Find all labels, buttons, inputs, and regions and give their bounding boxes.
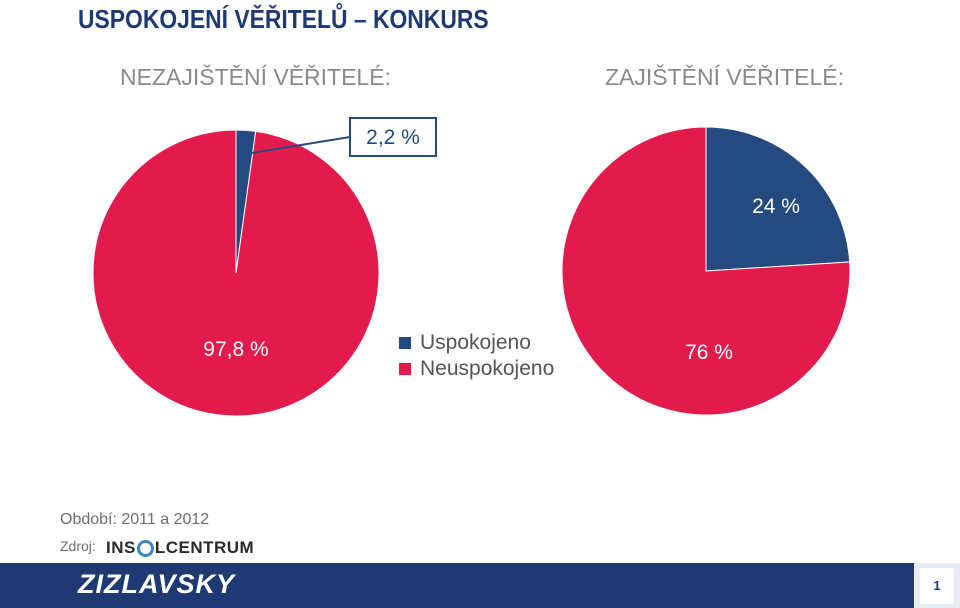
source-label: Zdroj: bbox=[60, 538, 96, 554]
pie-slice-uspokojeno bbox=[705, 126, 851, 272]
pie-chart-secured: 24 % 76 % bbox=[561, 126, 851, 416]
pie-slice-neuspokojeno bbox=[92, 129, 380, 417]
legend-label-uspokojeno: Uspokojeno bbox=[420, 331, 531, 354]
legend: Uspokojeno Neuspokojeno bbox=[398, 330, 554, 382]
legend-swatch-uspokojeno bbox=[398, 336, 412, 350]
logo-suffix: LCENTRUM bbox=[154, 538, 255, 557]
pie-slice-neuspokojeno bbox=[561, 126, 851, 416]
insolcentrum-logo: INS LCENTRUM bbox=[106, 538, 254, 558]
period-text: Období: 2011 a 2012 bbox=[60, 511, 210, 528]
data-label-uspokojeno: 2,2 % bbox=[366, 126, 420, 149]
data-label-neuspokojeno: 97,8 % bbox=[203, 338, 268, 361]
pie-chart-unsecured: 97,8 % 2,2 % bbox=[92, 117, 437, 417]
footer-bar bbox=[0, 563, 960, 608]
data-label-uspokojeno: 24 % bbox=[752, 195, 800, 218]
chart-title-unsecured: NEZAJIŠTĚNÍ VĚŘITELÉ: bbox=[120, 64, 391, 90]
legend-item-neuspokojeno: Neuspokojeno bbox=[398, 356, 554, 382]
data-label-neuspokojeno: 76 % bbox=[685, 341, 733, 364]
legend-item-uspokojeno: Uspokojeno bbox=[398, 330, 554, 356]
page-number-box: 1 bbox=[914, 563, 960, 608]
legend-swatch-neuspokojeno bbox=[398, 362, 412, 376]
logo-prefix: INS bbox=[106, 538, 136, 557]
logo-o-icon bbox=[136, 539, 154, 557]
callout-box bbox=[349, 117, 437, 157]
page-number: 1 bbox=[920, 567, 954, 604]
legend-label-neuspokojeno: Neuspokojeno bbox=[420, 357, 555, 380]
page-title: USPOKOJENÍ VĚŘITELŮ – KONKURS bbox=[78, 4, 489, 34]
chart-title-secured: ZAJIŠTĚNÍ VĚŘITELÉ: bbox=[605, 64, 844, 90]
brand-logo: ZIZLAVSKY bbox=[78, 569, 235, 599]
callout-line bbox=[251, 136, 351, 154]
pie-charts: 97,8 % 2,2 % 24 % 76 % bbox=[92, 117, 851, 417]
